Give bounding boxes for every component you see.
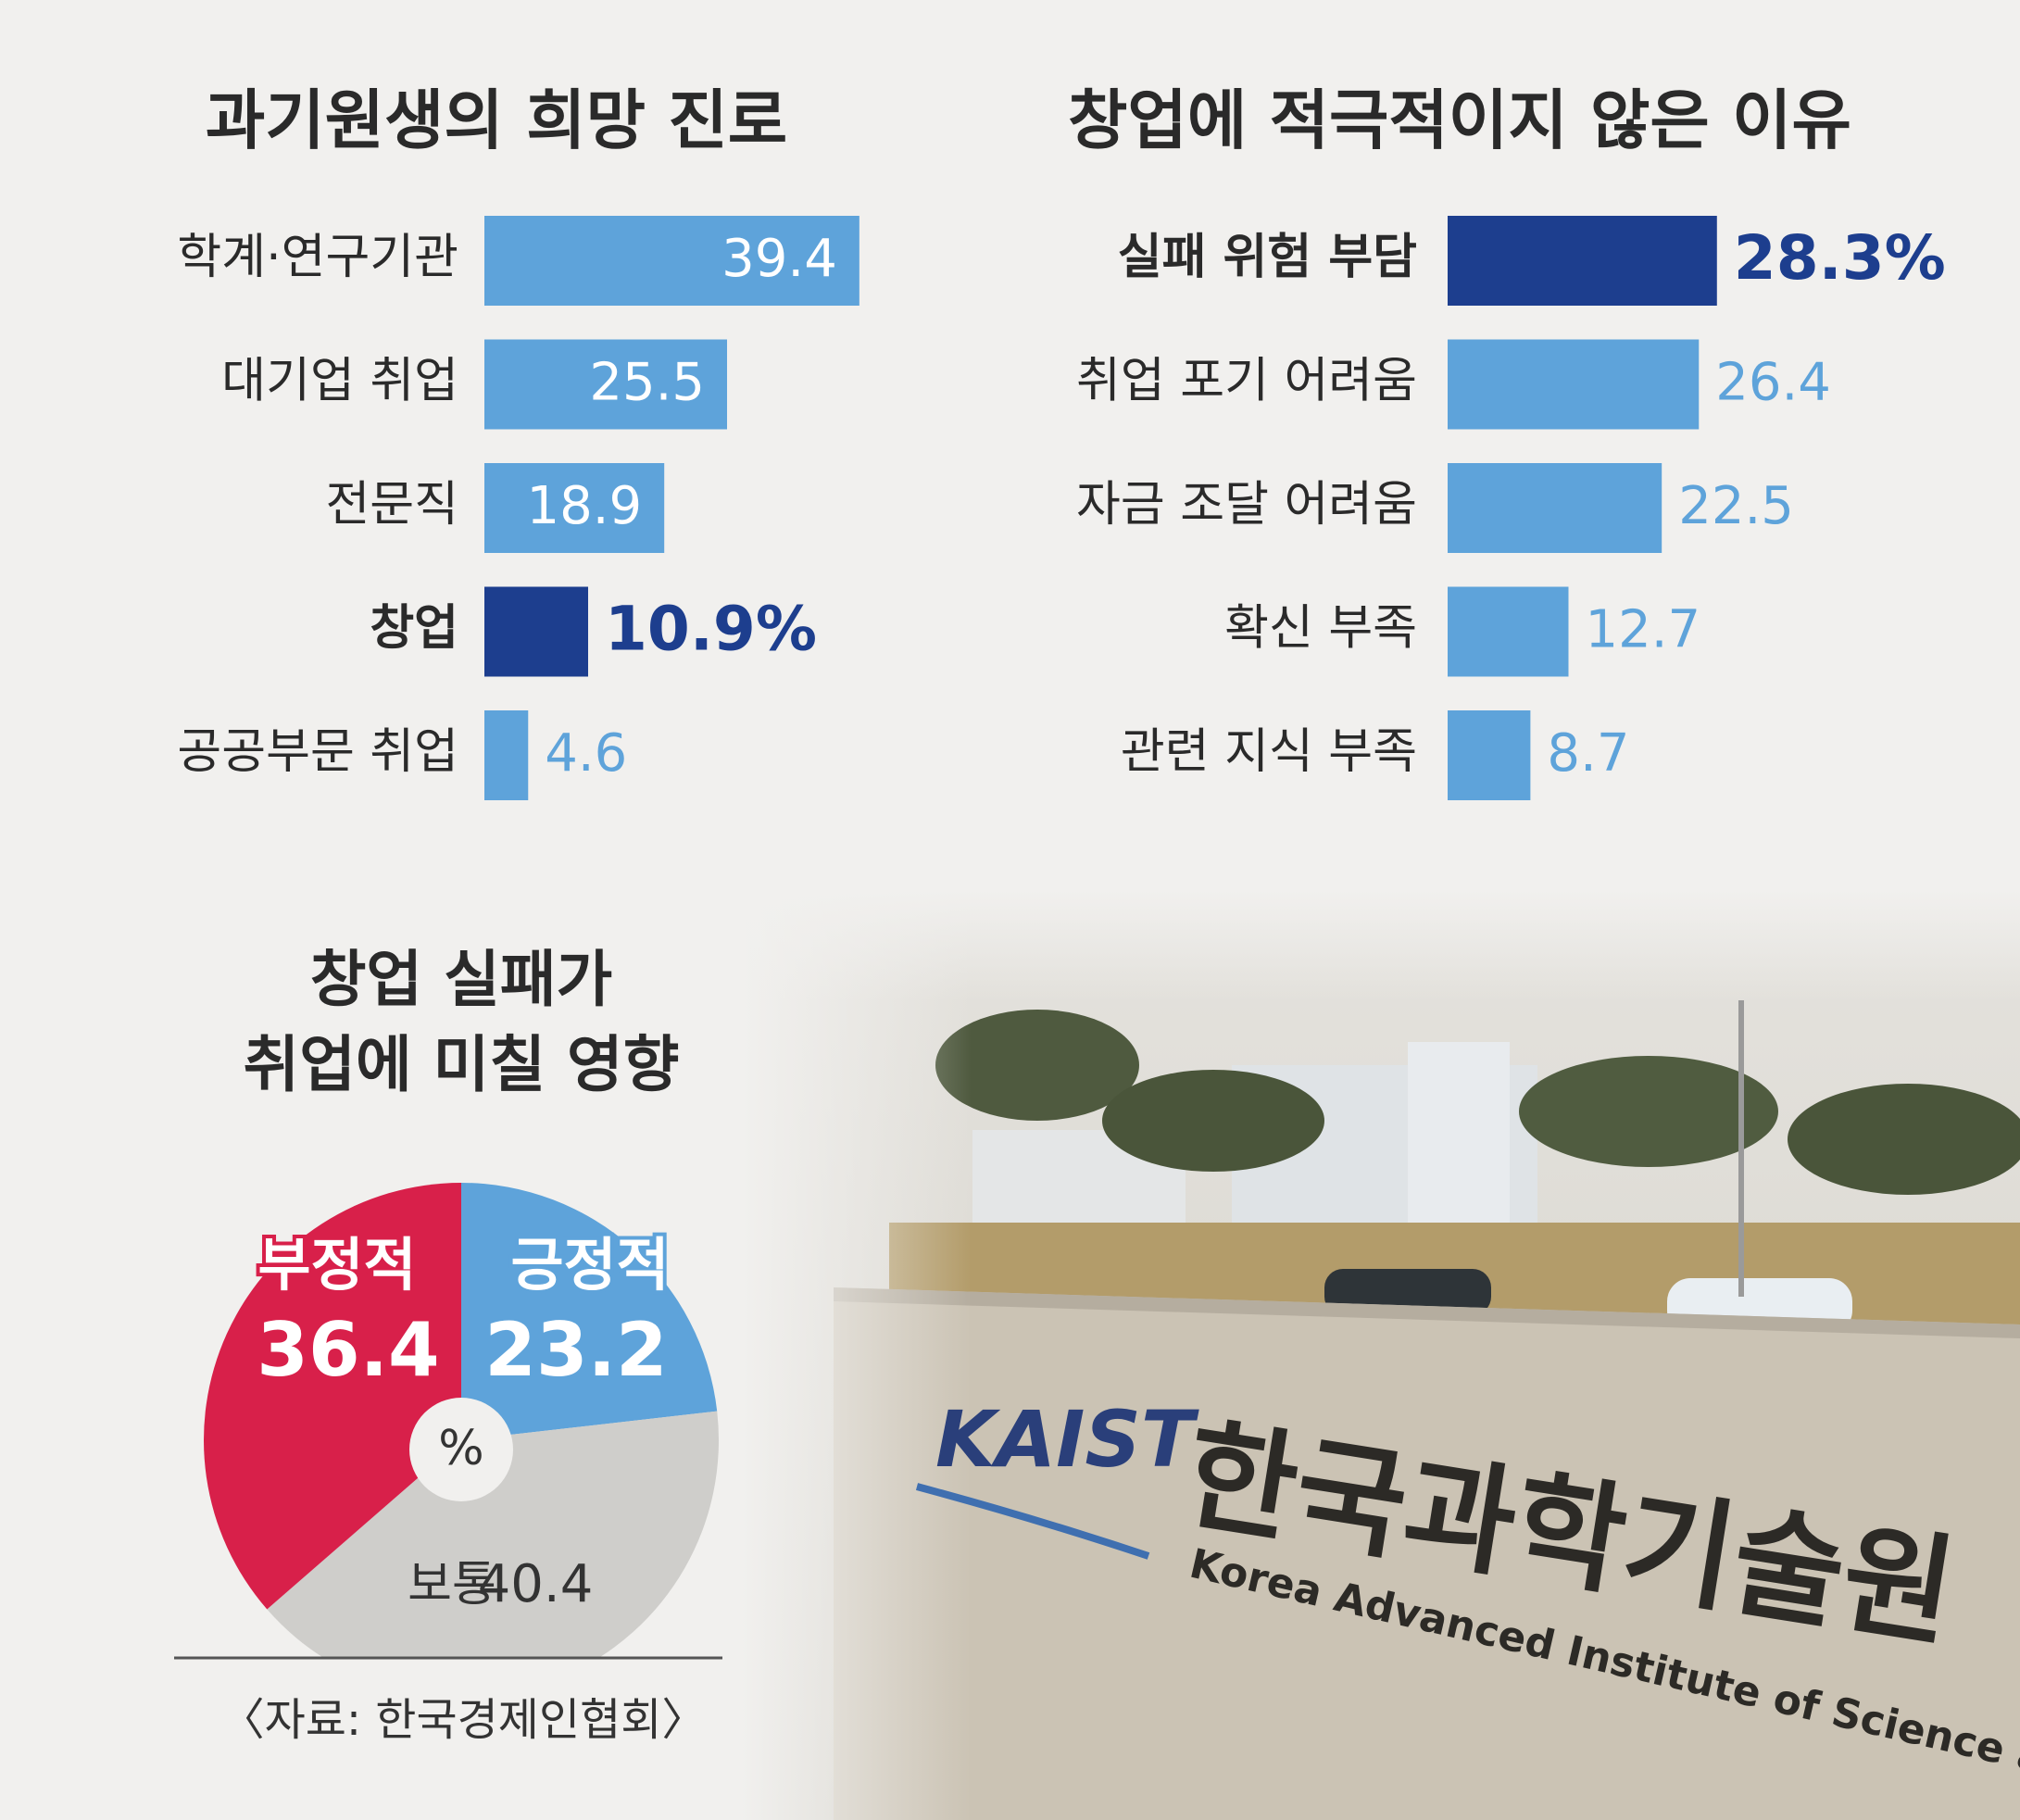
photo-fade [741, 889, 2020, 1820]
value-label: 4.6 [545, 723, 627, 784]
value-label: 22.5 [1678, 476, 1794, 536]
value-label: 25.5 [589, 353, 705, 413]
chart-title: 과기원생의 희망 진로 [206, 82, 787, 158]
category-label: 창업 [370, 601, 458, 657]
pie-center [409, 1398, 513, 1501]
slice-value: 40.4 [478, 1554, 594, 1614]
photo: KAIST 한국과학기술원 Korea Advanced Institute o… [741, 889, 2020, 1820]
category-label: 실패 위험 부담 [1118, 230, 1417, 285]
slice-name: 긍정적 [510, 1231, 669, 1299]
value-label: 10.9% [605, 594, 817, 665]
pie-slice [267, 1411, 719, 1658]
bar [484, 463, 665, 553]
bar [484, 339, 728, 430]
category-label: 관련 지식 부족 [1121, 724, 1417, 780]
bar [1448, 710, 1531, 800]
pie-slice [204, 1183, 461, 1610]
value-label: 39.4 [721, 229, 837, 289]
value-label: 28.3% [1734, 222, 1946, 294]
chart-title: 창업 실패가 [310, 944, 613, 1015]
category-label: 대기업 취업 [221, 354, 458, 409]
bar [1448, 339, 1700, 430]
slice-name: 보통 [408, 1557, 496, 1613]
photo-logo: KAIST [935, 1394, 1199, 1485]
value-label: 26.4 [1715, 353, 1831, 413]
category-label: 전문직 [325, 477, 458, 533]
category-label: 공공부문 취업 [177, 724, 458, 780]
category-label: 자금 조달 어려움 [1076, 477, 1417, 533]
slice-value: 23.2 [484, 1307, 667, 1393]
pie-center-label: % [438, 1421, 483, 1476]
category-label: 학계·연구기관 [177, 230, 458, 285]
value-label: 8.7 [1547, 723, 1629, 784]
pie [204, 1183, 719, 1658]
category-label: 취업 포기 어려움 [1076, 354, 1417, 409]
slice-name: 부정적 [257, 1231, 416, 1299]
slice-value: 36.4 [257, 1307, 439, 1393]
bar [1448, 463, 1662, 553]
chart-title: 취업에 미칠 영향 [244, 1029, 680, 1100]
bar [1448, 216, 1717, 306]
bar [1448, 586, 1569, 677]
chart-title: 창업에 적극적이지 않은 이유 [1068, 82, 1851, 158]
photo-logo-swoosh [915, 1483, 1150, 1560]
value-label: 12.7 [1585, 600, 1700, 660]
category-label: 확신 부족 [1224, 601, 1417, 657]
source: 〈자료: 한국경제인협회〉 [220, 1694, 707, 1746]
bar [484, 586, 588, 677]
bar [484, 216, 859, 306]
pie-slice [461, 1183, 718, 1440]
bar [484, 710, 529, 800]
value-label: 18.9 [527, 476, 643, 536]
